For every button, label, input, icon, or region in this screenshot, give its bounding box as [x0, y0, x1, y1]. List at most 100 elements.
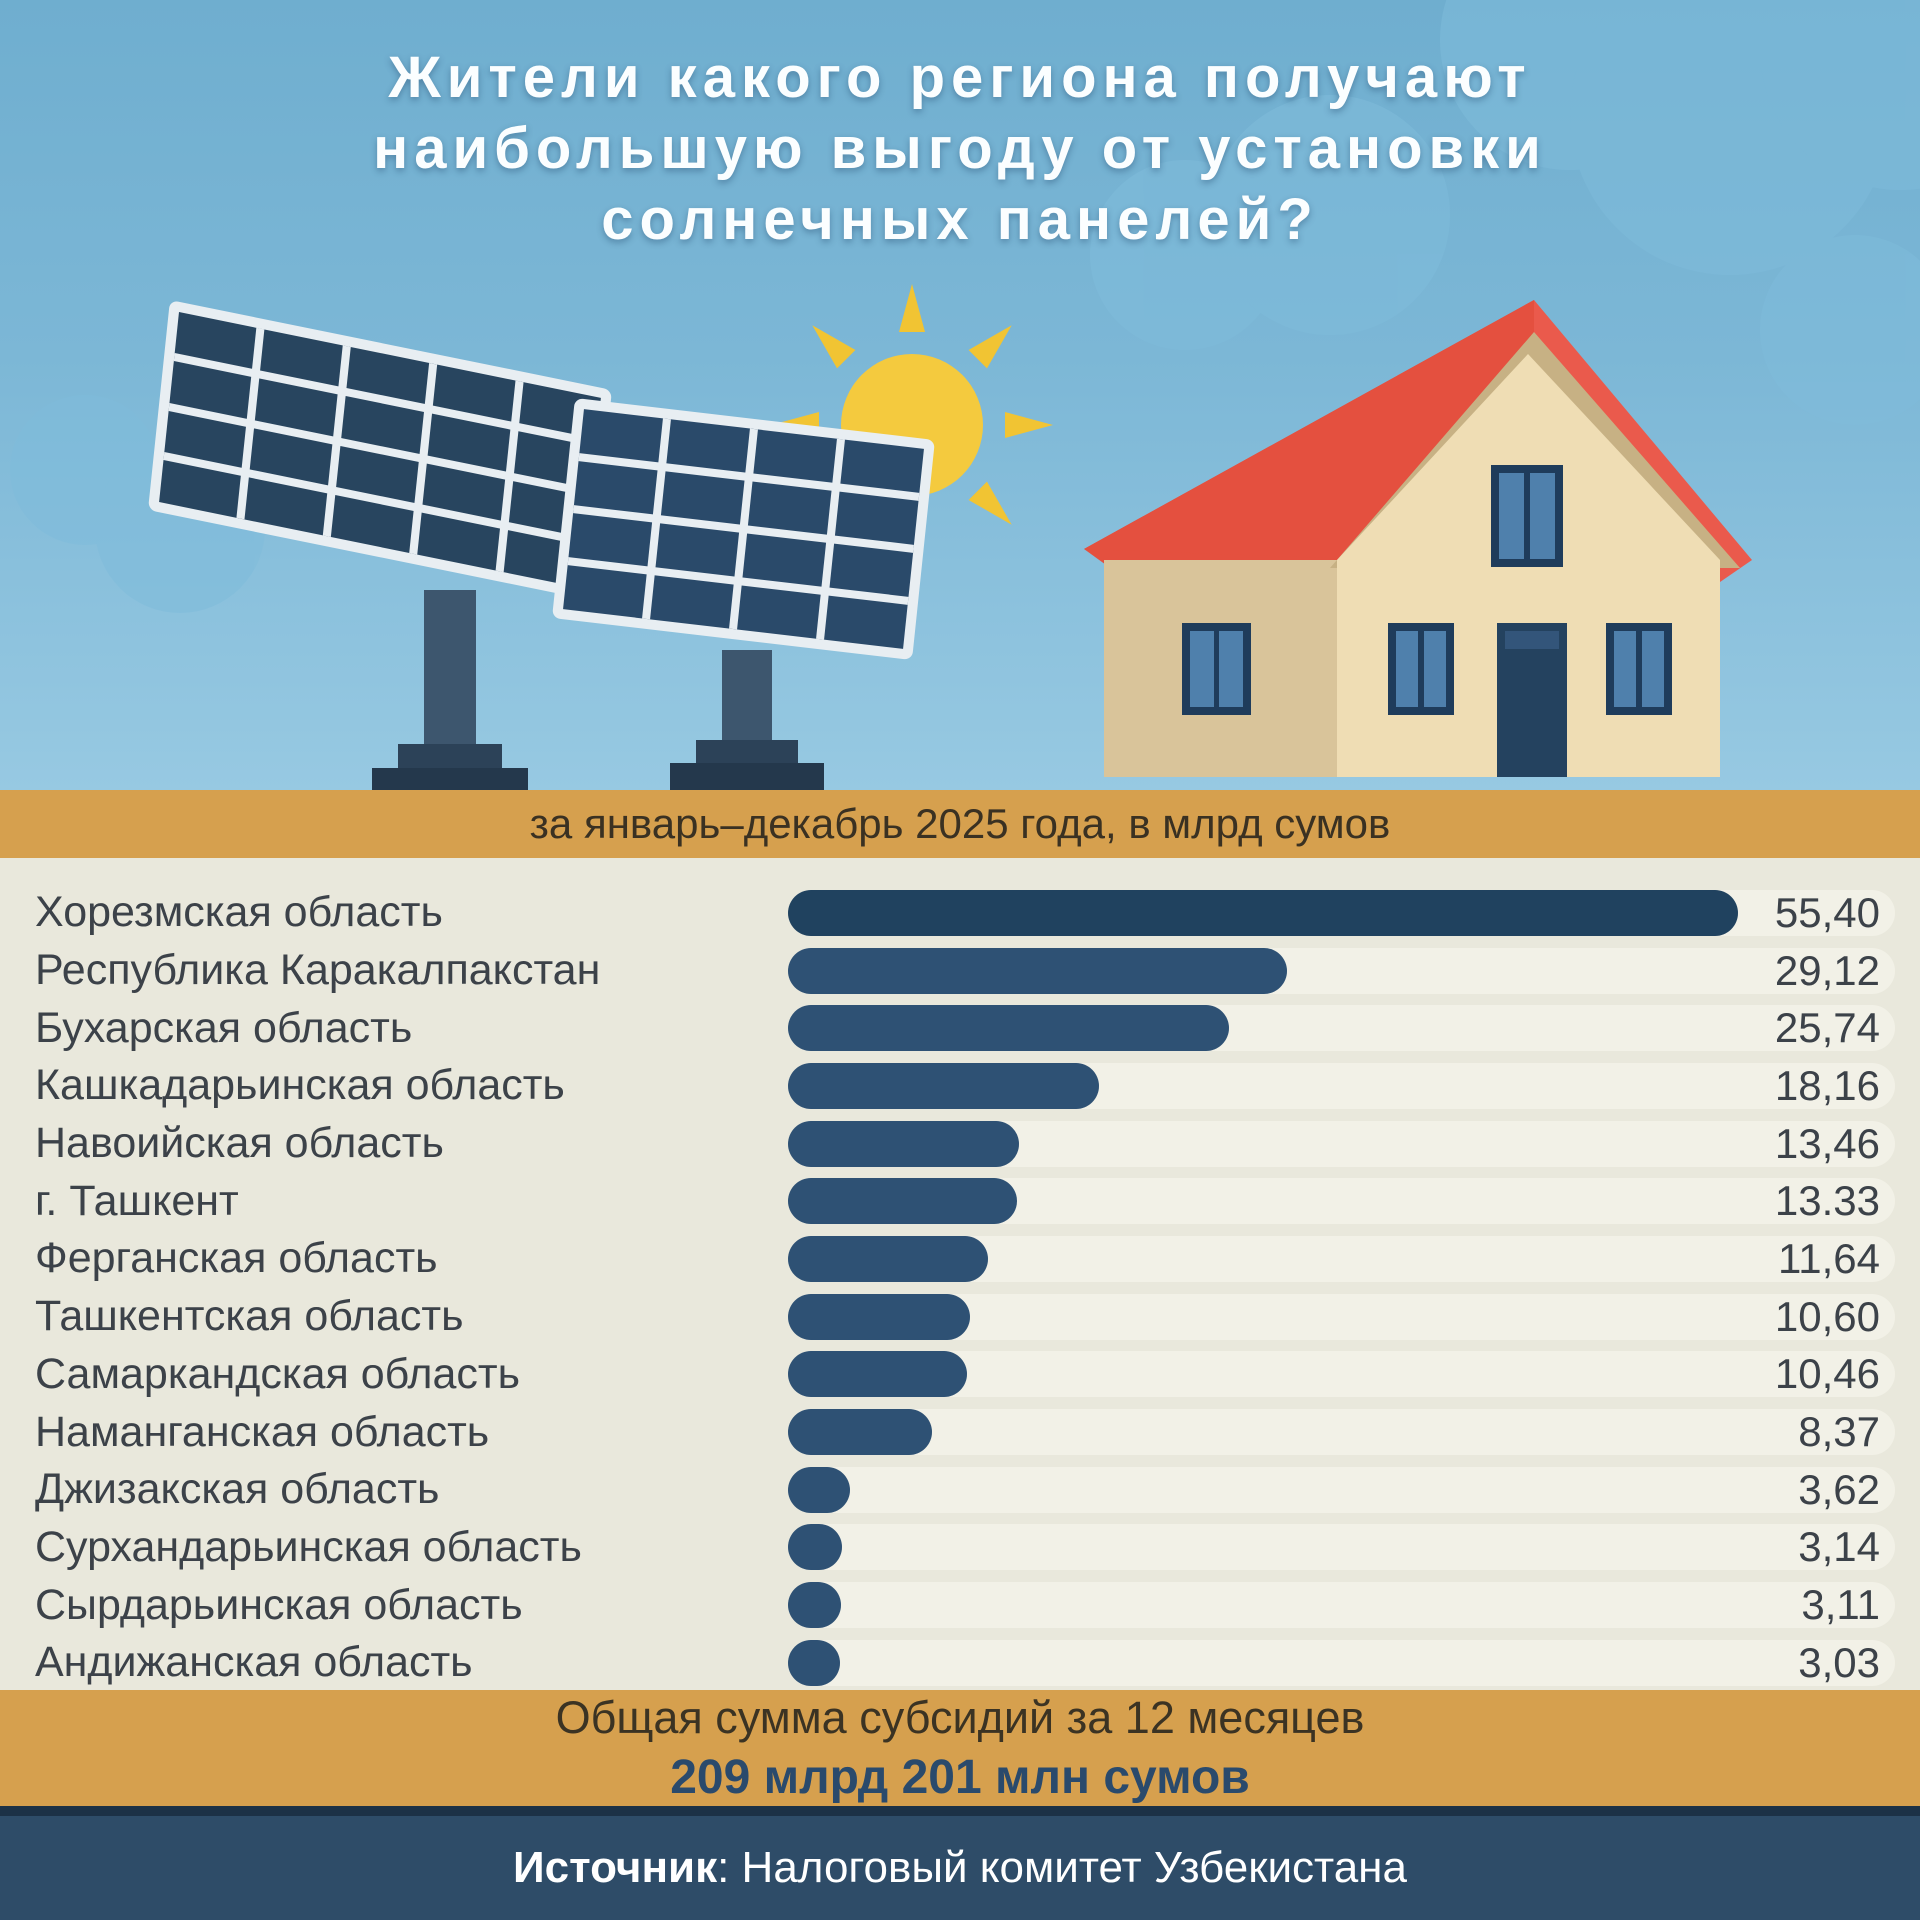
bar-track — [788, 1409, 1895, 1456]
title-line-3: солнечных панелей? — [601, 187, 1319, 252]
bar-trackzone: 55,40 — [788, 888, 1895, 936]
bar-trackzone: 3,11 — [788, 1581, 1895, 1629]
region-label: Кашкадарьинская область — [35, 1061, 565, 1110]
bar — [788, 947, 1287, 994]
chart-row: Бухарская область 25,74 — [0, 999, 1920, 1057]
bar-value: 29,12 — [1774, 946, 1880, 994]
bar — [788, 1409, 932, 1456]
region-label: г. Ташкент — [35, 1176, 239, 1225]
bar-value: 3,62 — [1798, 1465, 1880, 1513]
chart-row: Сурхандарьинская область 3,14 — [0, 1519, 1920, 1577]
bar — [788, 1582, 841, 1629]
bar-track — [788, 1639, 1895, 1686]
bar-trackzone: 8,37 — [788, 1408, 1895, 1456]
sky-section: Жители какого региона получают наибольшу… — [0, 0, 1920, 790]
title-line-2: наибольшую выгоду от установки — [373, 116, 1547, 181]
bar-trackzone: 3,62 — [788, 1465, 1895, 1513]
bar-chart: Хорезмская область 55,40 Республика Карака… — [0, 858, 1920, 1690]
region-label: Навоийская область — [35, 1119, 444, 1168]
region-label: Хорезмская область — [35, 888, 443, 937]
chart-rows: Хорезмская область 55,40 Республика Карака… — [0, 884, 1920, 1692]
bar-value: 11,64 — [1778, 1234, 1880, 1282]
chart-row: Кашкадарьинская область 18,16 — [0, 1057, 1920, 1115]
bar-trackzone: 10,46 — [788, 1350, 1895, 1398]
bar — [788, 1466, 850, 1513]
bar-value: 18,16 — [1774, 1061, 1880, 1109]
bar-track — [788, 1524, 1895, 1571]
illustration — [10, 0, 1920, 790]
bar — [788, 1351, 967, 1398]
solar-panel-right-icon — [552, 398, 935, 790]
region-label: Сурхандарьинская область — [35, 1522, 582, 1571]
region-label: Наманганская область — [35, 1407, 490, 1456]
chart-row: Наманганская область 8,37 — [0, 1403, 1920, 1461]
source-footer: Источник: Налоговый комитет Узбекистана — [0, 1806, 1920, 1920]
bar-value: 3,03 — [1798, 1638, 1880, 1686]
chart-row: Джизакская область 3,62 — [0, 1461, 1920, 1519]
chart-row: Ферганская область 11,64 — [0, 1230, 1920, 1288]
bar-trackzone: 11,64 — [788, 1234, 1895, 1282]
title-line-1: Жители какого региона получают — [388, 45, 1532, 110]
bar — [788, 1639, 840, 1686]
bar — [788, 1178, 1017, 1225]
chart-row: Сырдарьинская область 3,11 — [0, 1576, 1920, 1634]
bar — [788, 1120, 1019, 1167]
bar-value: 10,60 — [1774, 1292, 1880, 1340]
region-label: Сырдарьинская область — [35, 1580, 523, 1629]
bar-value: 10,46 — [1774, 1350, 1880, 1398]
region-label: Ферганская область — [35, 1234, 438, 1283]
period-band-label: за январь–декабрь 2025 года, в млрд сумо… — [529, 800, 1391, 847]
chart-row: Андижанская область 3,03 — [0, 1634, 1920, 1692]
region-label: Самаркандская область — [35, 1349, 520, 1398]
window-icon — [1491, 465, 1563, 567]
bar-value: 13,46 — [1774, 1119, 1880, 1167]
bar-trackzone: 29,12 — [788, 946, 1895, 994]
bar-trackzone: 3,14 — [788, 1523, 1895, 1571]
total-amount: 209 млрд 201 млн сумов — [670, 1750, 1250, 1804]
chart-row: г. Ташкент 13.33 — [0, 1172, 1920, 1230]
bar-trackzone: 3,03 — [788, 1638, 1895, 1686]
bar — [788, 1062, 1099, 1109]
bar-value: 55,40 — [1774, 888, 1880, 936]
window-icon — [1388, 623, 1454, 715]
window-icon — [1606, 623, 1672, 715]
page-title: Жители какого региона получают наибольшу… — [0, 42, 1920, 255]
bar-value: 3,11 — [1801, 1581, 1880, 1629]
period-band: за январь–декабрь 2025 года, в млрд сумо… — [0, 790, 1920, 858]
house-icon — [1084, 300, 1752, 777]
bar-trackzone: 13.33 — [788, 1177, 1895, 1225]
chart-row: Навоийская область 13,46 — [0, 1115, 1920, 1173]
chart-row: Ташкентская область 10,60 — [0, 1288, 1920, 1346]
region-label: Республика Каракалпакстан — [35, 946, 601, 995]
bar-value: 3,14 — [1798, 1523, 1880, 1571]
chart-row: Хорезмская область 55,40 — [0, 884, 1920, 942]
bar — [788, 889, 1738, 936]
bar-value: 13.33 — [1774, 1177, 1880, 1225]
bar-track — [788, 1466, 1895, 1513]
bar-value: 25,74 — [1774, 1004, 1880, 1052]
source-text: : Налоговый комитет Узбекистана — [717, 1843, 1407, 1892]
bar-track — [788, 1351, 1895, 1398]
bar — [788, 1293, 970, 1340]
bar-track — [788, 1582, 1895, 1629]
bar-trackzone: 25,74 — [788, 1004, 1895, 1052]
chart-row: Республика Каракалпакстан 29,12 — [0, 942, 1920, 1000]
bar-trackzone: 10,60 — [788, 1292, 1895, 1340]
region-label: Бухарская область — [35, 1003, 413, 1052]
source-label: Источник — [513, 1843, 718, 1892]
window-icon — [1182, 623, 1251, 715]
bar — [788, 1005, 1229, 1052]
region-label: Джизакская область — [35, 1465, 440, 1514]
bar-value: 8,37 — [1798, 1408, 1880, 1456]
region-label: Андижанская область — [35, 1638, 473, 1687]
bar — [788, 1235, 988, 1282]
total-band: Общая сумма субсидий за 12 месяцев 209 м… — [0, 1690, 1920, 1806]
chart-row: Самаркандская область 10,46 — [0, 1346, 1920, 1404]
bar-trackzone: 18,16 — [788, 1061, 1895, 1109]
bar-trackzone: 13,46 — [788, 1119, 1895, 1167]
door-icon — [1497, 623, 1567, 777]
bar — [788, 1524, 842, 1571]
total-caption: Общая сумма субсидий за 12 месяцев — [555, 1691, 1365, 1743]
solar-panel-left-icon — [148, 301, 612, 790]
bar-track — [788, 1293, 1895, 1340]
